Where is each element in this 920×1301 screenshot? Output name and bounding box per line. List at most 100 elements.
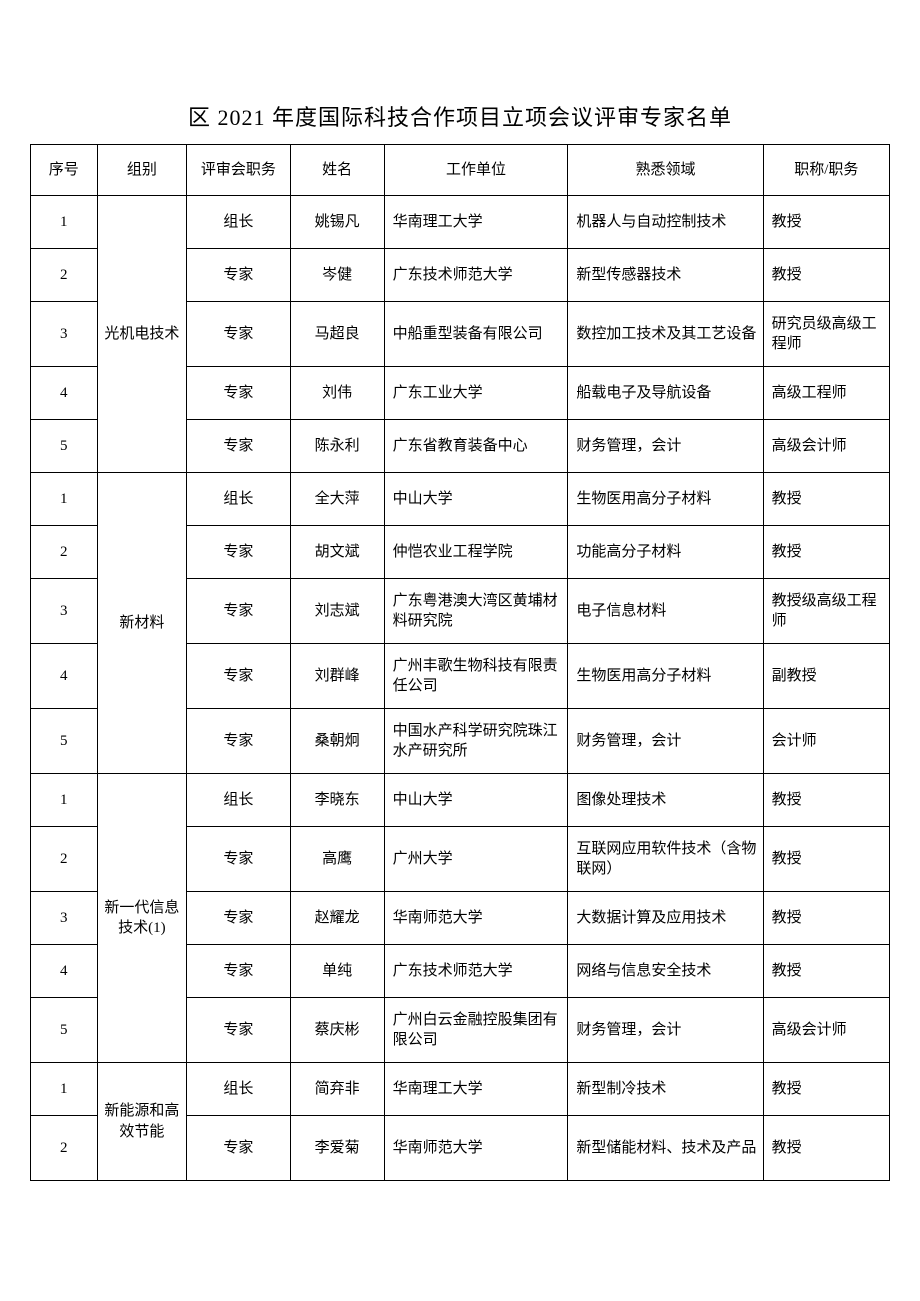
cell-seq-text: 2 xyxy=(31,827,97,891)
col-unit-header: 工作单位 xyxy=(384,145,568,196)
cell-role: 组长 xyxy=(187,473,290,526)
cell-field-text: 生物医用高分子材料 xyxy=(572,644,760,708)
cell-group: 新一代信息技术(1) xyxy=(97,774,187,1063)
cell-field-text: 财务管理，会计 xyxy=(572,420,760,472)
cell-role: 专家 xyxy=(187,998,290,1063)
cell-field: 互联网应用软件技术（含物联网） xyxy=(568,827,763,892)
cell-name-text: 刘伟 xyxy=(291,367,384,419)
cell-role-text: 专家 xyxy=(187,1116,289,1180)
cell-seq: 5 xyxy=(31,709,98,774)
cell-name: 高鹰 xyxy=(290,827,384,892)
cell-role: 专家 xyxy=(187,249,290,302)
cell-title-text: 教授级高级工程师 xyxy=(768,579,887,643)
cell-role-text: 组长 xyxy=(187,1063,289,1115)
cell-title: 高级会计师 xyxy=(763,998,889,1063)
cell-role-text: 专家 xyxy=(187,579,289,643)
cell-title-text: 教授 xyxy=(768,196,887,248)
cell-name: 赵耀龙 xyxy=(290,892,384,945)
cell-title-text: 高级会计师 xyxy=(768,998,887,1062)
cell-role: 专家 xyxy=(187,644,290,709)
cell-name-text: 刘志斌 xyxy=(291,579,384,643)
cell-unit: 广州丰歌生物科技有限责任公司 xyxy=(384,644,568,709)
cell-field: 新型传感器技术 xyxy=(568,249,763,302)
cell-role-text: 组长 xyxy=(187,196,289,248)
cell-title: 教授 xyxy=(763,196,889,249)
cell-unit-text: 华南师范大学 xyxy=(389,1116,566,1180)
cell-name: 胡文斌 xyxy=(290,526,384,579)
cell-field: 大数据计算及应用技术 xyxy=(568,892,763,945)
cell-field-text: 新型传感器技术 xyxy=(572,249,760,301)
cell-role-text: 组长 xyxy=(187,774,289,826)
cell-role: 专家 xyxy=(187,420,290,473)
cell-title: 教授 xyxy=(763,1063,889,1116)
cell-unit-text: 广州白云金融控股集团有限公司 xyxy=(389,998,566,1062)
cell-title: 教授 xyxy=(763,945,889,998)
cell-title-text: 教授 xyxy=(768,526,887,578)
cell-title: 教授 xyxy=(763,1116,889,1181)
cell-seq: 2 xyxy=(31,1116,98,1181)
cell-role: 组长 xyxy=(187,1063,290,1116)
cell-title: 教授 xyxy=(763,249,889,302)
cell-seq-text: 5 xyxy=(31,420,97,472)
cell-name-text: 岑健 xyxy=(291,249,384,301)
cell-name: 蔡庆彬 xyxy=(290,998,384,1063)
cell-name: 岑健 xyxy=(290,249,384,302)
cell-unit: 广东粤港澳大湾区黄埔材料研究院 xyxy=(384,579,568,644)
cell-name-text: 简弃非 xyxy=(291,1063,384,1115)
cell-title-text: 教授 xyxy=(768,945,887,997)
cell-unit: 中国水产科学研究院珠江水产研究所 xyxy=(384,709,568,774)
cell-name-text: 胡文斌 xyxy=(291,526,384,578)
cell-name-text: 全大萍 xyxy=(291,473,384,525)
cell-group-text: 新能源和高效节能 xyxy=(98,1063,187,1180)
cell-title: 教授 xyxy=(763,827,889,892)
cell-role-text: 专家 xyxy=(187,892,289,944)
cell-seq: 4 xyxy=(31,367,98,420)
cell-seq-text: 5 xyxy=(31,998,97,1062)
cell-title-text: 教授 xyxy=(768,473,887,525)
cell-role: 专家 xyxy=(187,367,290,420)
cell-group-text: 光机电技术 xyxy=(98,196,187,472)
cell-role-text: 专家 xyxy=(187,249,289,301)
cell-seq-text: 1 xyxy=(31,774,97,826)
cell-seq: 3 xyxy=(31,892,98,945)
cell-field-text: 财务管理，会计 xyxy=(572,709,760,773)
cell-unit: 仲恺农业工程学院 xyxy=(384,526,568,579)
cell-title-text: 教授 xyxy=(768,892,887,944)
cell-title: 教授 xyxy=(763,892,889,945)
cell-seq: 1 xyxy=(31,473,98,526)
cell-role: 专家 xyxy=(187,579,290,644)
cell-unit-text: 广东省教育装备中心 xyxy=(389,420,566,472)
cell-seq-text: 2 xyxy=(31,249,97,301)
cell-title: 教授 xyxy=(763,526,889,579)
cell-name: 刘伟 xyxy=(290,367,384,420)
cell-role-text: 专家 xyxy=(187,420,289,472)
cell-field-text: 功能高分子材料 xyxy=(572,526,760,578)
cell-field: 财务管理，会计 xyxy=(568,998,763,1063)
cell-seq: 2 xyxy=(31,827,98,892)
cell-role-text: 专家 xyxy=(187,302,289,366)
cell-role: 组长 xyxy=(187,196,290,249)
cell-unit: 中山大学 xyxy=(384,774,568,827)
cell-role-text: 专家 xyxy=(187,827,289,891)
cell-role-text: 组长 xyxy=(187,473,289,525)
cell-role-text: 专家 xyxy=(187,644,289,708)
cell-name-text: 高鹰 xyxy=(291,827,384,891)
cell-name-text: 李晓东 xyxy=(291,774,384,826)
cell-field: 生物医用高分子材料 xyxy=(568,473,763,526)
cell-unit: 中船重型装备有限公司 xyxy=(384,302,568,367)
cell-title-text: 教授 xyxy=(768,249,887,301)
cell-name: 简弃非 xyxy=(290,1063,384,1116)
cell-name-text: 单纯 xyxy=(291,945,384,997)
cell-seq: 3 xyxy=(31,302,98,367)
cell-seq-text: 1 xyxy=(31,196,97,248)
expert-table: 序号 组别 评审会职务 姓名 工作单位 熟悉领域 职称/职务 1光机电技术组长姚… xyxy=(30,144,890,1181)
cell-seq: 2 xyxy=(31,526,98,579)
cell-name: 姚锡凡 xyxy=(290,196,384,249)
cell-title-text: 研究员级高级工程师 xyxy=(768,302,887,366)
cell-unit-text: 中船重型装备有限公司 xyxy=(389,302,566,366)
cell-field: 图像处理技术 xyxy=(568,774,763,827)
cell-name-text: 马超良 xyxy=(291,302,384,366)
cell-unit-text: 广州丰歌生物科技有限责任公司 xyxy=(389,644,566,708)
cell-unit-text: 广东工业大学 xyxy=(389,367,566,419)
cell-role: 专家 xyxy=(187,709,290,774)
